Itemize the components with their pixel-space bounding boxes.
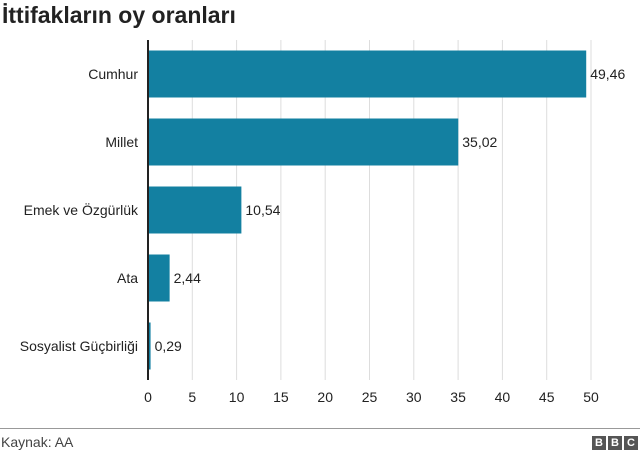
value-label: 2,44 (174, 270, 201, 286)
x-tick-label: 20 (317, 389, 333, 405)
x-tick-label: 15 (273, 389, 289, 405)
bar-0 (148, 50, 587, 98)
category-label: Sosyalist Güçbirliği (20, 338, 138, 354)
bar-4 (148, 322, 151, 370)
source-label: Kaynak: AA (1, 434, 74, 450)
chart-title: İttifakların oy oranları (2, 2, 236, 28)
value-label: 35,02 (462, 134, 497, 150)
category-label: Ata (117, 270, 138, 286)
x-tick-label: 30 (406, 389, 422, 405)
x-tick-label: 5 (188, 389, 196, 405)
value-label: 0,29 (155, 338, 182, 354)
footer-divider (0, 428, 640, 429)
x-tick-label: 35 (450, 389, 466, 405)
bar-chart: 0 5 10 15 20 25 30 35 40 45 50 Cumhur 49,46 Millet 35,… (20, 40, 625, 405)
x-tick-label: 10 (229, 389, 245, 405)
category-label: Millet (105, 134, 138, 150)
value-label: 10,54 (245, 202, 280, 218)
category-label: Emek ve Özgürlük (24, 201, 139, 218)
bar-2 (148, 186, 242, 234)
category-label: Cumhur (88, 66, 138, 82)
x-tick-label: 0 (144, 389, 152, 405)
bar-1 (148, 118, 459, 166)
bar-3 (148, 254, 170, 302)
x-tick-label: 50 (583, 389, 599, 405)
x-tick-label: 45 (539, 389, 555, 405)
x-tick-label: 40 (495, 389, 511, 405)
value-label: 49,46 (590, 66, 625, 82)
x-tick-label: 25 (362, 389, 378, 405)
